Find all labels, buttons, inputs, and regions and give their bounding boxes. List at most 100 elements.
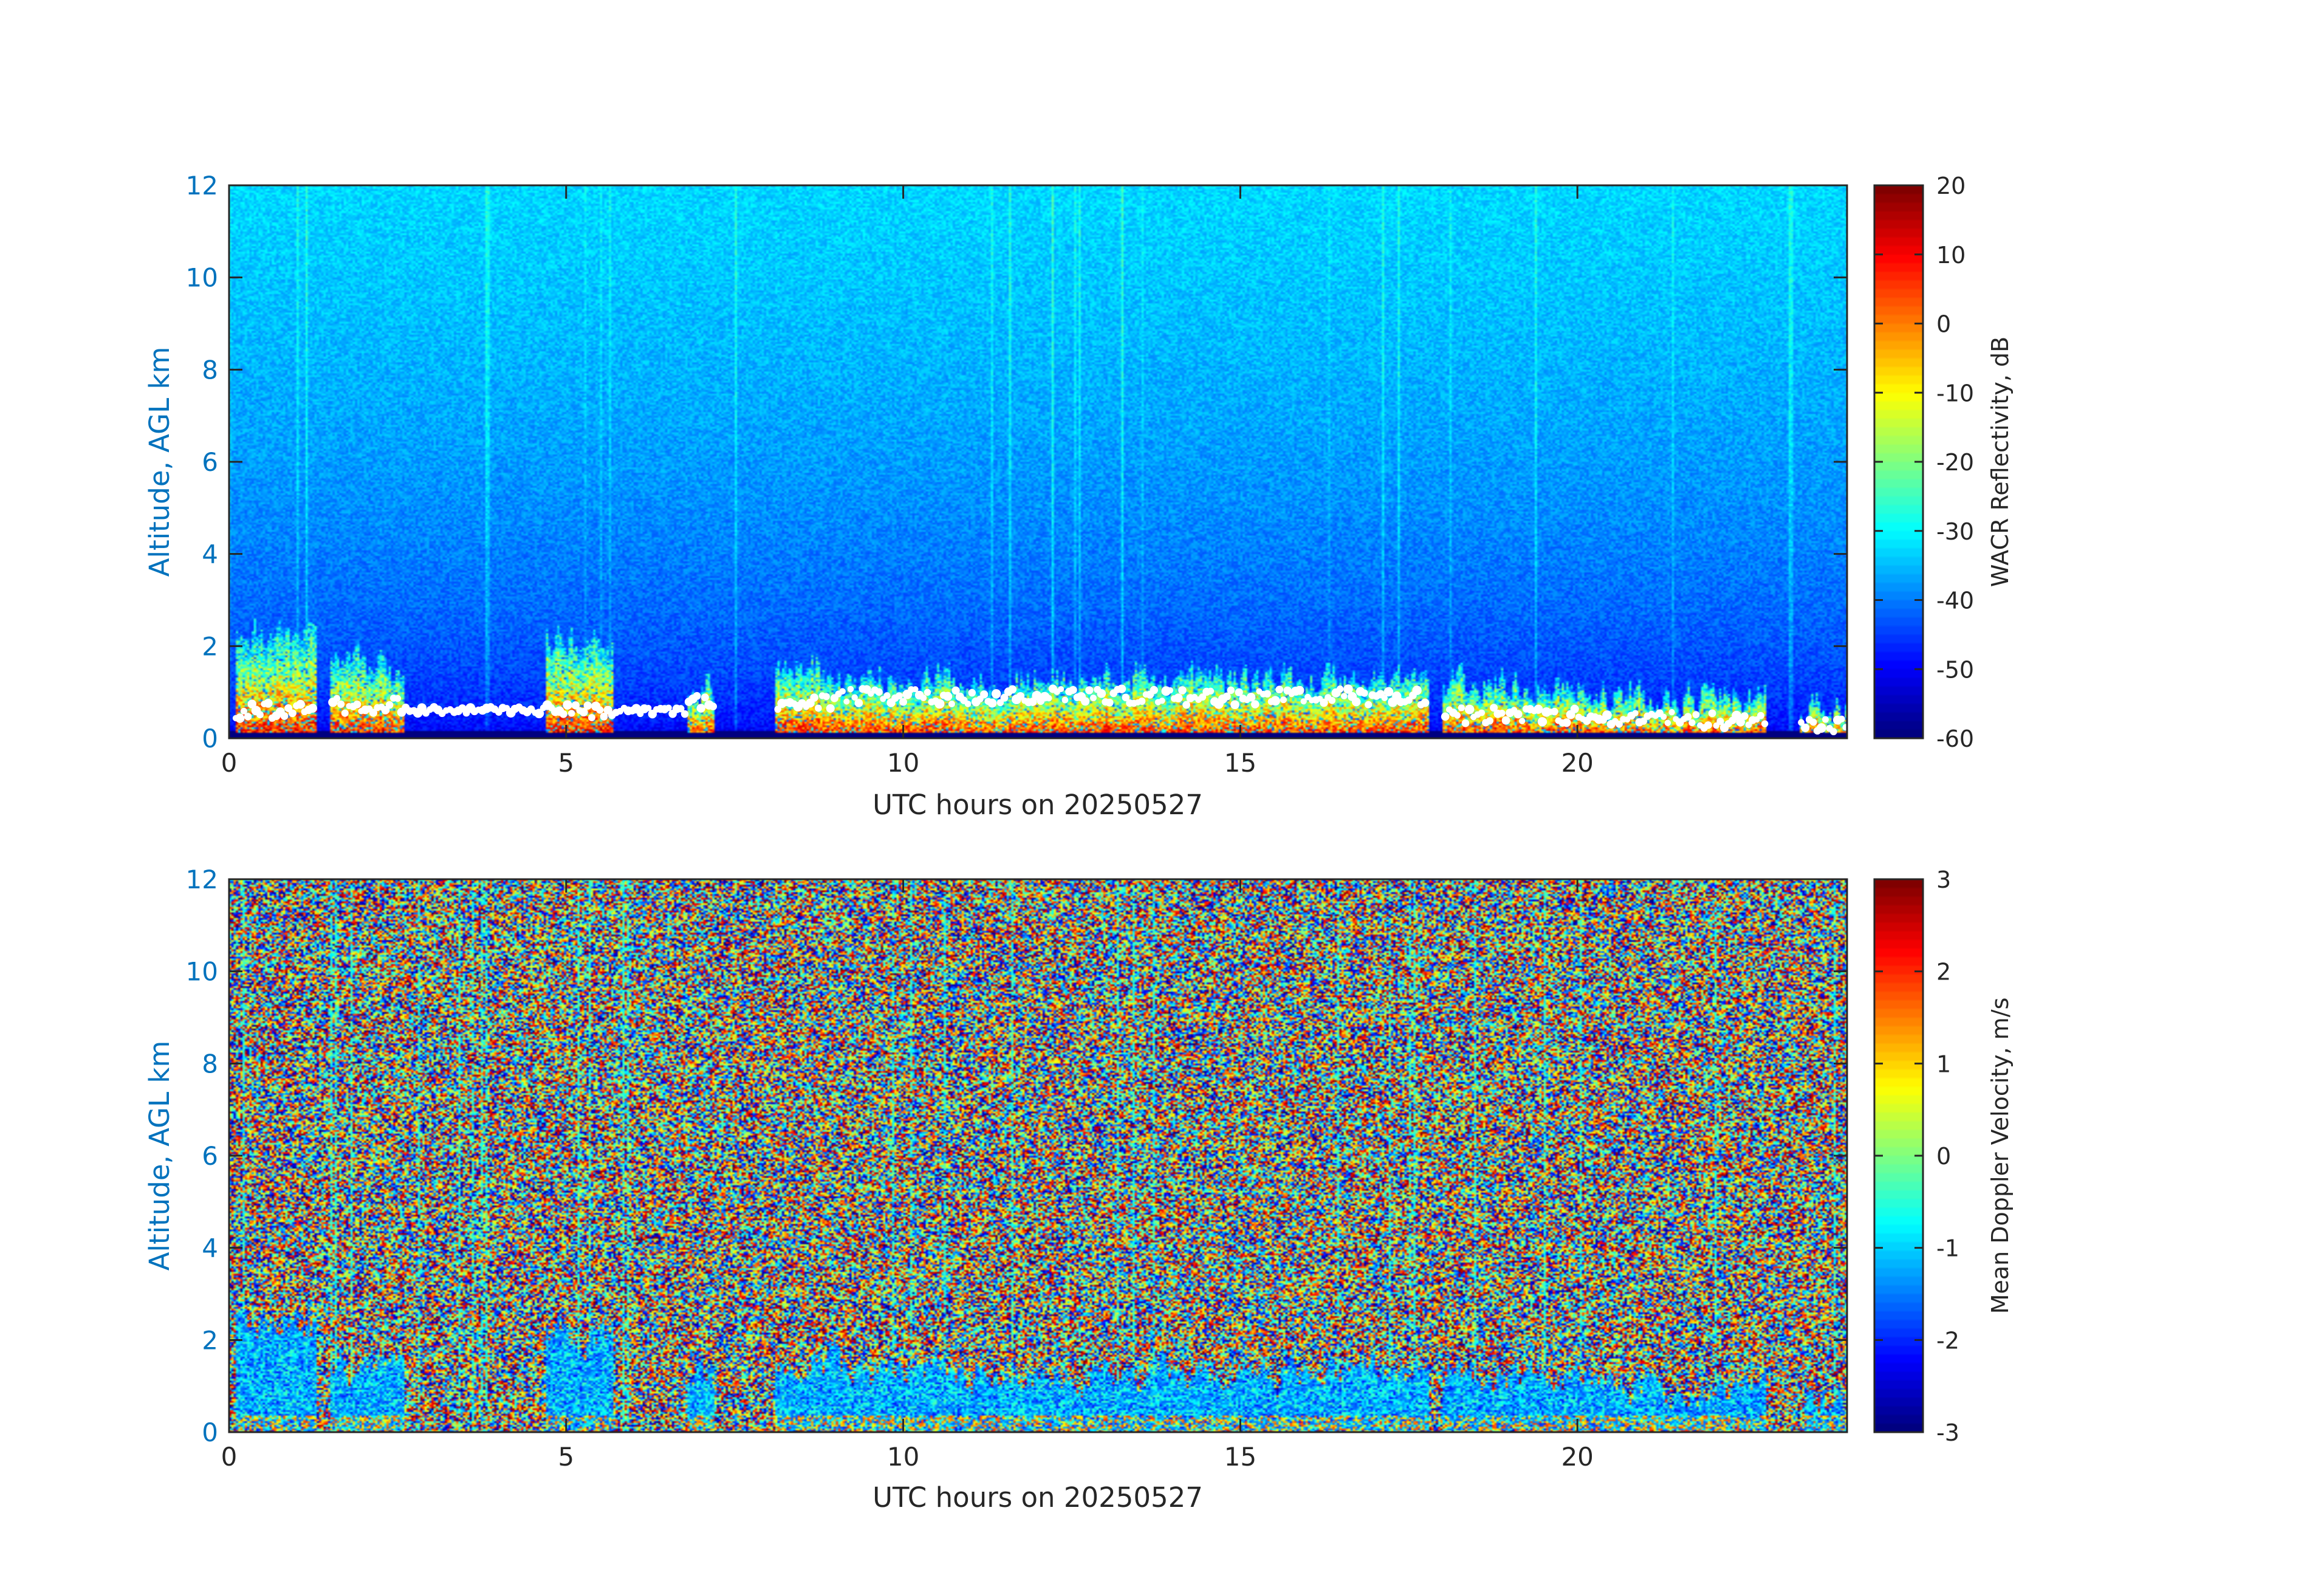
cloud-base-marker	[1300, 698, 1307, 705]
x-tick-label: 15	[1224, 748, 1256, 778]
colorbar-tick-label: -1	[1936, 1235, 1959, 1262]
cloud-base-marker	[1801, 723, 1810, 732]
cloud-base-marker	[1320, 698, 1328, 707]
cloud-base-marker	[244, 713, 252, 721]
cloud-base-marker	[1117, 684, 1126, 693]
cloud-base-marker	[1741, 712, 1749, 720]
cloud-base-marker	[1351, 697, 1361, 707]
cloud-base-marker	[677, 705, 685, 713]
cloud-base-marker	[934, 699, 945, 709]
cloud-base-marker	[1708, 709, 1716, 718]
cloud-base-marker	[1761, 720, 1769, 727]
cloud-base-marker	[1513, 710, 1523, 719]
cloud-base-marker	[1817, 723, 1826, 733]
cloud-base-marker	[1602, 710, 1612, 720]
reflectivity-colorbar-ticks: 20 10 0 -10 -20 -30 -40 -50 -60	[1874, 173, 1974, 752]
cloud-base-marker	[1105, 698, 1114, 707]
cloud-base-marker	[1182, 701, 1190, 709]
cloud-base-marker	[1016, 692, 1025, 701]
reflectivity-x-ticks: 0 5 10 15 20	[221, 185, 1594, 778]
cloud-base-marker	[394, 695, 402, 702]
cloud-base-marker	[987, 698, 997, 708]
cloud-base-marker	[1518, 718, 1526, 724]
cloud-base-marker	[912, 686, 919, 693]
cloud-base-marker	[1757, 712, 1764, 719]
reflectivity-panel: 0 2 4 6 8 10 12 0 5 10 15 20 Altitude, AGL km UTC …	[143, 171, 2014, 821]
cloud-base-marker	[596, 706, 604, 714]
cloud-base-marker	[1122, 693, 1129, 702]
cloud-base-marker	[851, 694, 858, 701]
cloud-base-marker	[693, 691, 701, 700]
cloud-base-marker	[337, 700, 345, 708]
x-tick-label: 20	[1561, 748, 1593, 778]
cloud-base-marker	[1263, 690, 1271, 698]
cloud-base-marker	[1343, 684, 1353, 694]
velocity-x-ticks: 0 5 10 15 20	[221, 879, 1594, 1472]
cloud-base-marker	[1798, 719, 1805, 726]
cloud-base-marker	[369, 708, 377, 717]
y-tick-label: 6	[202, 1141, 218, 1171]
cloud-base-marker	[665, 704, 672, 712]
cloud-base-marker	[1461, 719, 1470, 727]
cloud-base-marker	[774, 705, 782, 713]
cloud-base-marker	[826, 704, 835, 713]
cloud-base-marker	[588, 714, 595, 721]
cloud-base-marker	[814, 704, 822, 712]
cloud-base-marker	[1336, 685, 1344, 693]
cloud-base-marker	[1085, 686, 1094, 695]
cloud-base-marker	[968, 688, 976, 697]
cloud-base-marker	[240, 707, 247, 715]
cloud-base-marker	[899, 698, 908, 706]
cloud-base-marker	[1688, 719, 1696, 727]
cloud-base-marker	[1246, 693, 1256, 702]
cloud-base-marker	[920, 695, 927, 701]
cloud-base-marker	[1664, 719, 1671, 726]
cloud-base-marker	[1328, 696, 1336, 704]
cloud-base-marker	[1632, 710, 1639, 716]
colorbar-tick-label: 0	[1936, 311, 1951, 338]
cloud-base-marker	[943, 691, 953, 701]
cloud-base-marker	[1167, 687, 1174, 694]
cloud-base-marker	[1227, 686, 1235, 695]
x-tick-label: 10	[887, 748, 919, 778]
cloud-base-marker	[1842, 724, 1849, 731]
cloud-base-marker	[247, 699, 256, 708]
cloud-base-marker	[1809, 718, 1817, 726]
cloud-base-marker	[1251, 700, 1260, 708]
cloud-base-marker	[235, 713, 245, 723]
y-tick-label: 2	[202, 631, 218, 661]
cloud-base-marker	[1464, 704, 1475, 715]
cloud-base-marker	[1639, 717, 1647, 725]
cloud-base-marker	[1173, 693, 1183, 703]
cloud-base-marker	[680, 710, 689, 718]
cloud-base-marker	[1360, 689, 1368, 697]
cloud-base-marker	[696, 704, 705, 713]
y-tick-label: 10	[186, 957, 218, 987]
cloud-base-marker	[1295, 685, 1304, 695]
cloud-base-marker	[810, 693, 818, 702]
cloud-base-marker	[1270, 696, 1280, 706]
colorbar-tick-label: 3	[1936, 866, 1951, 893]
reflectivity-y-axis-label: Altitude, AGL km	[143, 347, 176, 577]
reflectivity-heatmap	[229, 185, 1847, 738]
cloud-base-marker	[839, 688, 846, 695]
cloud-base-marker	[1081, 697, 1090, 706]
reflectivity-colorbar-label: WACR Reflectivity, dB	[1987, 337, 2014, 587]
cloud-base-marker	[883, 692, 891, 699]
cloud-base-marker	[1736, 718, 1745, 727]
cloud-base-marker	[1454, 712, 1461, 719]
cloud-base-marker	[567, 710, 575, 717]
x-tick-label: 20	[1561, 1442, 1593, 1472]
x-tick-label: 5	[558, 1442, 574, 1472]
cloud-base-marker	[645, 705, 652, 712]
cloud-base-marker	[1692, 711, 1700, 719]
cloud-base-marker	[256, 711, 264, 719]
x-tick-label: 5	[558, 748, 574, 778]
cloud-base-marker	[1661, 713, 1667, 720]
cloud-base-marker	[1381, 695, 1388, 702]
cloud-base-marker	[1822, 716, 1829, 723]
colorbar-tick-label: -60	[1936, 725, 1974, 752]
cloud-base-marker	[1684, 713, 1692, 721]
velocity-heatmap	[229, 879, 1847, 1432]
y-tick-label: 12	[186, 865, 218, 894]
